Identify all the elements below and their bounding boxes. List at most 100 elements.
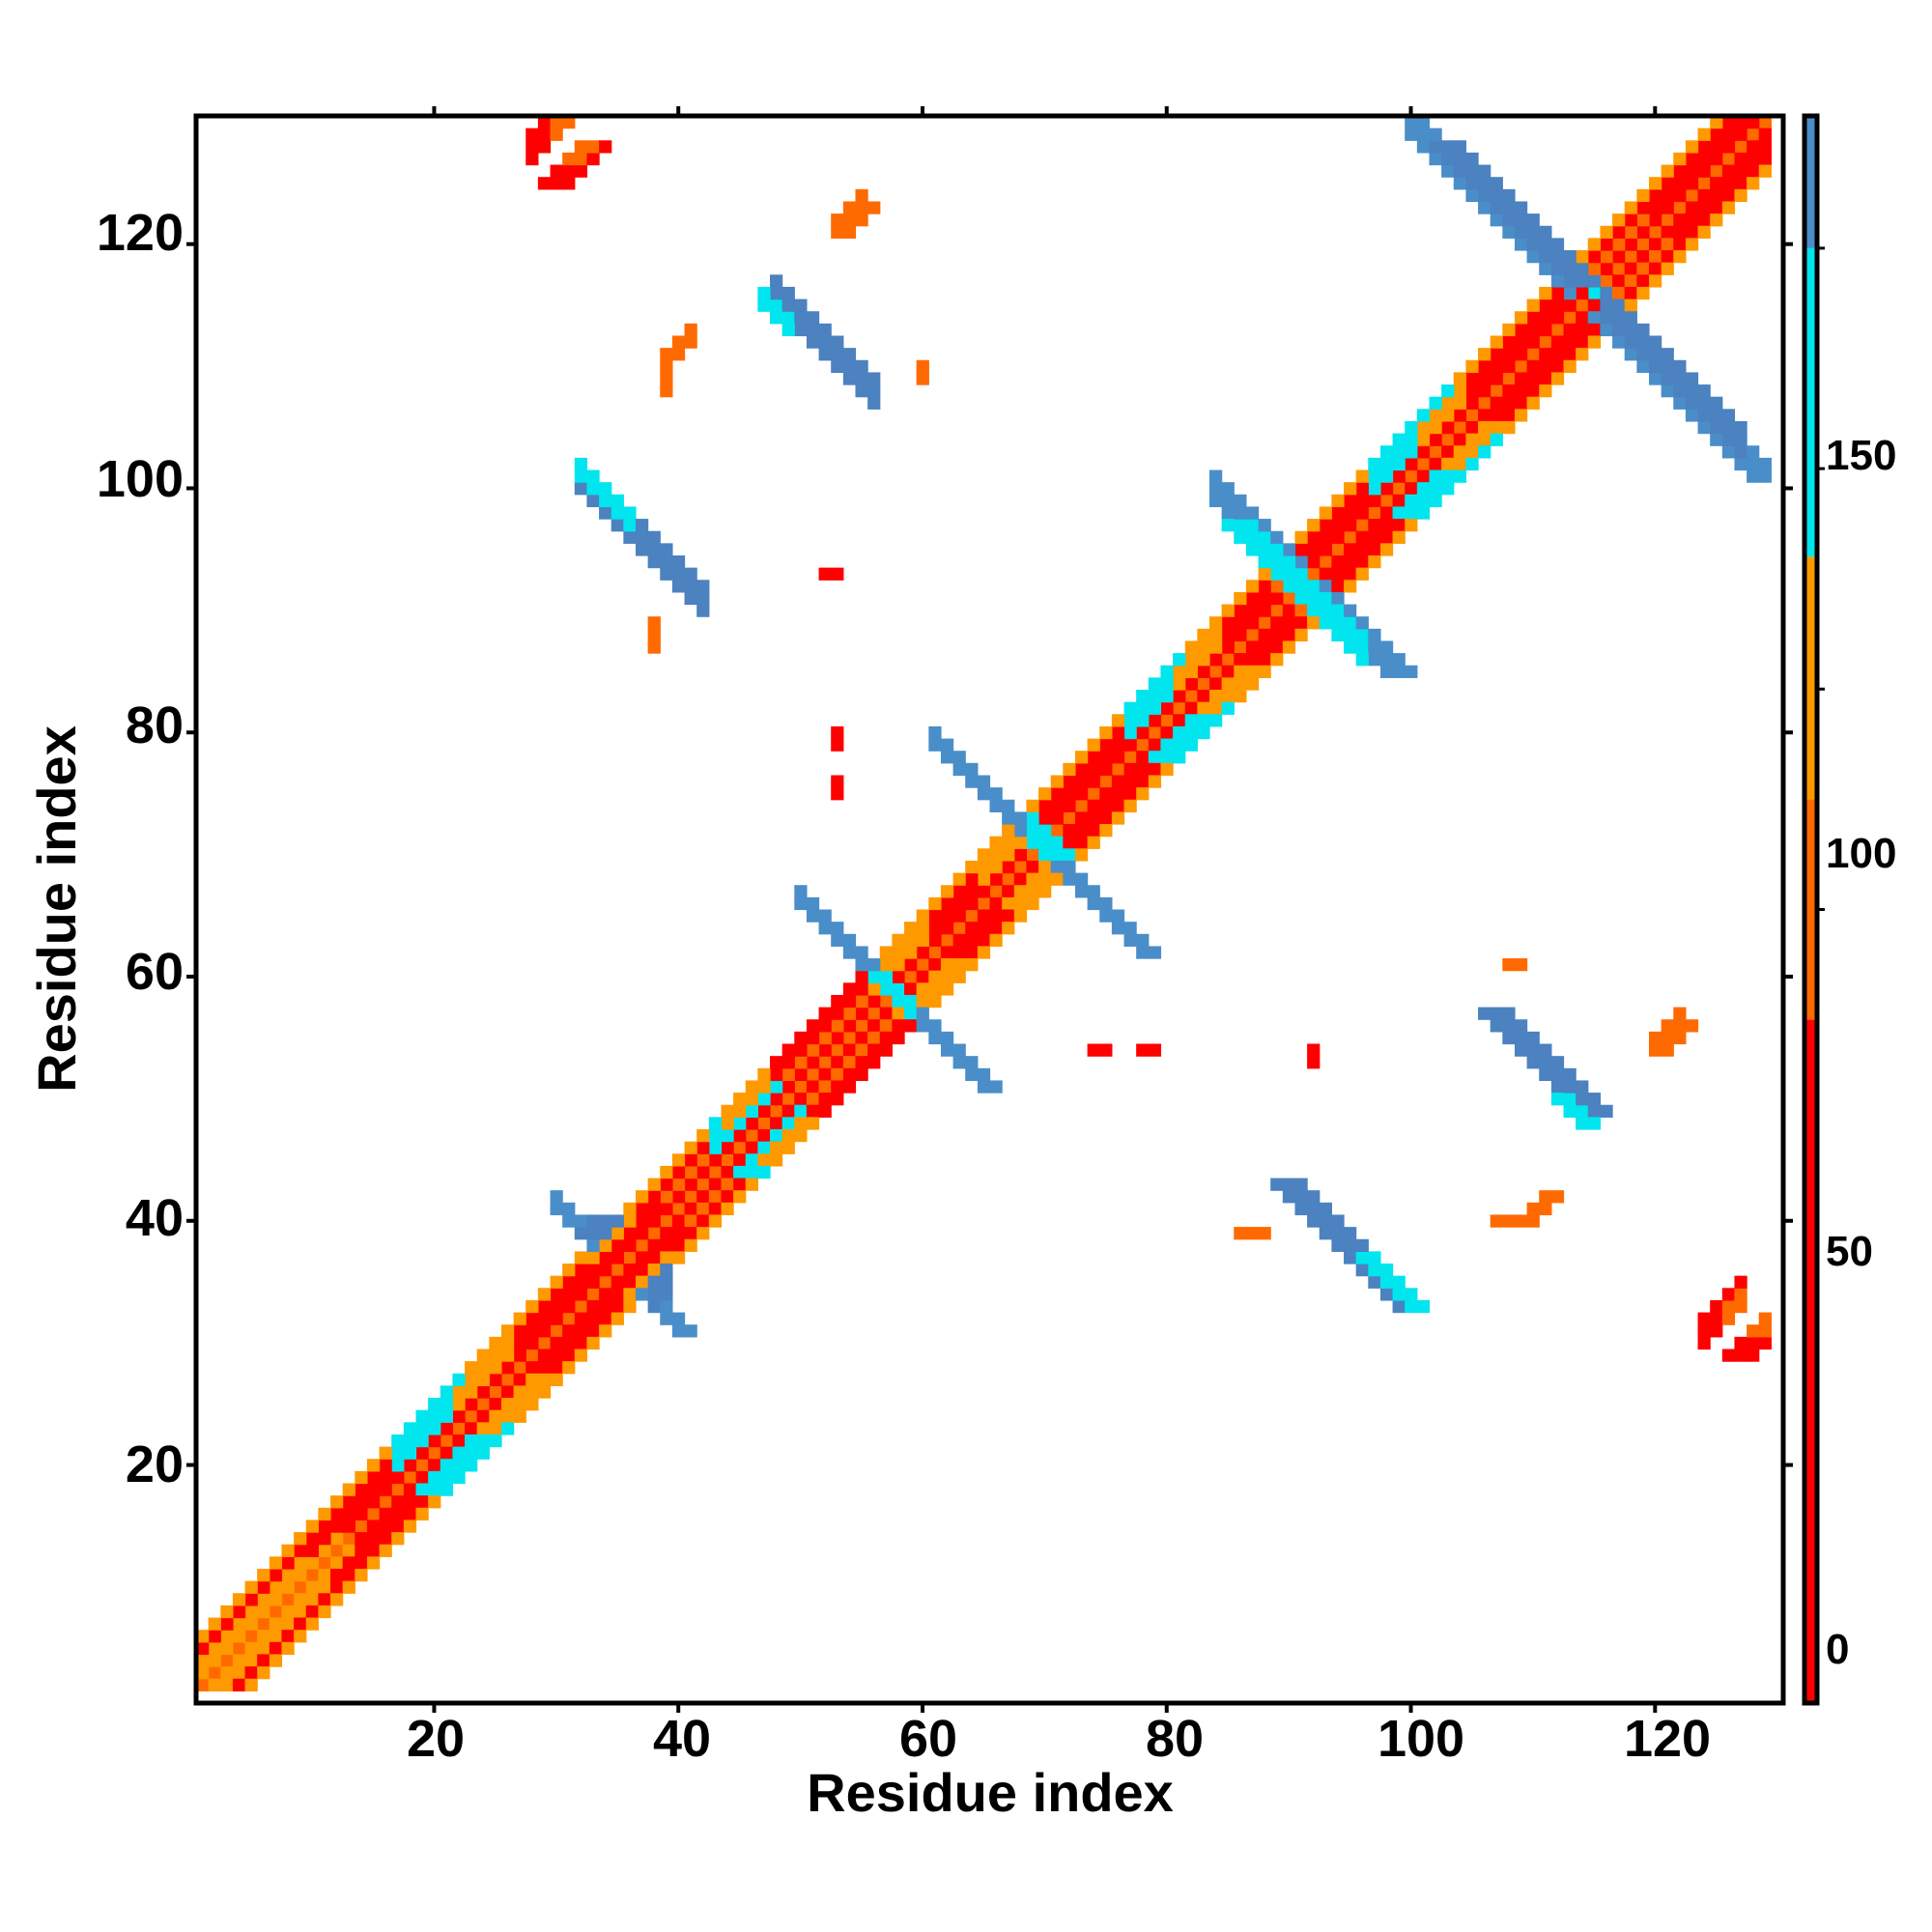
heatmap-cell bbox=[366, 1483, 381, 1496]
heatmap-cell bbox=[1514, 225, 1528, 239]
heatmap-cell bbox=[916, 933, 929, 948]
heatmap-cell bbox=[452, 1459, 466, 1472]
heatmap-cell bbox=[745, 1141, 758, 1154]
heatmap-cell bbox=[1392, 506, 1406, 520]
heatmap-cell bbox=[892, 970, 905, 983]
heatmap-cell bbox=[1550, 1067, 1565, 1082]
heatmap-cell bbox=[781, 311, 795, 325]
heatmap-cell bbox=[586, 152, 600, 166]
heatmap-cell bbox=[831, 725, 844, 740]
heatmap-cell bbox=[465, 1373, 478, 1386]
heatmap-cell bbox=[1514, 1043, 1528, 1057]
heatmap-cell bbox=[904, 994, 918, 1009]
heatmap-cell bbox=[660, 1202, 673, 1216]
heatmap-cell bbox=[537, 1336, 552, 1350]
heatmap-cell bbox=[1710, 420, 1723, 435]
heatmap-cell bbox=[1379, 543, 1394, 556]
heatmap-cell bbox=[599, 1264, 612, 1277]
heatmap-cell bbox=[415, 1422, 429, 1435]
heatmap-cell bbox=[892, 982, 905, 996]
heatmap-cell bbox=[781, 1056, 795, 1069]
heatmap-cell bbox=[1245, 616, 1260, 630]
heatmap-cell bbox=[684, 1202, 697, 1216]
heatmap-cell bbox=[1197, 640, 1210, 654]
heatmap-cell bbox=[318, 1520, 331, 1533]
colorbar-band bbox=[1804, 556, 1817, 800]
heatmap-cell bbox=[671, 1190, 686, 1204]
heatmap-cell bbox=[1258, 628, 1271, 642]
heatmap-cell bbox=[1490, 409, 1503, 422]
heatmap-cell bbox=[952, 1056, 966, 1069]
heatmap-cell bbox=[403, 1422, 417, 1435]
heatmap-cell bbox=[1612, 335, 1626, 349]
heatmap-cell bbox=[671, 1153, 686, 1167]
heatmap-cell bbox=[1136, 933, 1150, 948]
y-tick-label: 120 bbox=[97, 204, 184, 262]
heatmap-cell bbox=[1319, 554, 1332, 569]
heatmap-cell bbox=[818, 1043, 832, 1057]
heatmap-cell bbox=[1478, 409, 1492, 422]
heatmap-cell bbox=[550, 1312, 563, 1325]
heatmap-cell bbox=[831, 775, 844, 788]
heatmap-cell bbox=[1405, 469, 1418, 483]
heatmap-cell bbox=[1319, 1214, 1332, 1228]
heatmap-cell bbox=[1026, 799, 1039, 812]
heatmap-cell bbox=[1539, 359, 1552, 374]
y-tick-label: 60 bbox=[126, 943, 184, 1001]
heatmap-cell bbox=[1673, 396, 1687, 410]
heatmap-cell bbox=[599, 1227, 612, 1240]
heatmap-cell bbox=[1208, 628, 1223, 642]
heatmap-cell bbox=[196, 1678, 210, 1691]
heatmap-cell bbox=[428, 1495, 441, 1509]
heatmap-cell bbox=[1490, 348, 1503, 361]
heatmap-cell bbox=[1429, 128, 1442, 141]
heatmap-cell bbox=[1221, 665, 1235, 678]
heatmap-cell bbox=[1331, 1238, 1345, 1252]
heatmap-cell bbox=[318, 1568, 331, 1582]
heatmap-cell bbox=[586, 1238, 600, 1252]
heatmap-cell bbox=[1441, 457, 1455, 471]
y-axis-title: Residue index bbox=[26, 725, 87, 1093]
heatmap-cell bbox=[842, 372, 857, 385]
heatmap-cell bbox=[1758, 152, 1772, 166]
heatmap-cell bbox=[1013, 836, 1028, 849]
heatmap-cell bbox=[294, 1630, 307, 1643]
heatmap-cell bbox=[1661, 1043, 1674, 1057]
heatmap-cell bbox=[1405, 519, 1418, 532]
heatmap-cell bbox=[1416, 445, 1431, 459]
heatmap-cell bbox=[623, 1251, 637, 1264]
heatmap-cell bbox=[1173, 690, 1186, 703]
heatmap-cell bbox=[1465, 152, 1479, 166]
heatmap-cell bbox=[952, 922, 966, 935]
heatmap-cell bbox=[745, 1104, 758, 1118]
heatmap-cell bbox=[1234, 665, 1247, 678]
heatmap-cell bbox=[1526, 238, 1540, 251]
heatmap-cell bbox=[1734, 1349, 1747, 1362]
heatmap-cell bbox=[1685, 188, 1699, 203]
heatmap-cell bbox=[635, 1264, 649, 1277]
heatmap-cell bbox=[1063, 860, 1076, 874]
heatmap-cell bbox=[757, 1067, 771, 1082]
heatmap-cell bbox=[660, 1190, 673, 1204]
heatmap-cell bbox=[1697, 409, 1711, 422]
heatmap-cell bbox=[1123, 714, 1137, 727]
heatmap-cell bbox=[940, 958, 954, 972]
heatmap-cell bbox=[1282, 616, 1296, 630]
heatmap-cell bbox=[526, 140, 539, 154]
heatmap-cell bbox=[537, 1385, 552, 1399]
heatmap-cell bbox=[1502, 1031, 1516, 1045]
heatmap-cell bbox=[757, 1093, 771, 1106]
heatmap-cell bbox=[1160, 725, 1174, 740]
heatmap-cell bbox=[1234, 506, 1247, 520]
heatmap-cell bbox=[745, 1093, 758, 1106]
heatmap-cell bbox=[1331, 628, 1345, 642]
heatmap-cell bbox=[476, 1409, 490, 1423]
heatmap-cell bbox=[1148, 751, 1162, 764]
heatmap-cell bbox=[342, 1507, 355, 1521]
heatmap-cell bbox=[989, 787, 1003, 801]
heatmap-cell bbox=[318, 1593, 331, 1606]
heatmap-cell bbox=[1747, 457, 1760, 471]
heatmap-cell bbox=[855, 1067, 868, 1082]
heatmap-cell bbox=[611, 1275, 624, 1289]
heatmap-cell bbox=[1331, 1214, 1345, 1228]
